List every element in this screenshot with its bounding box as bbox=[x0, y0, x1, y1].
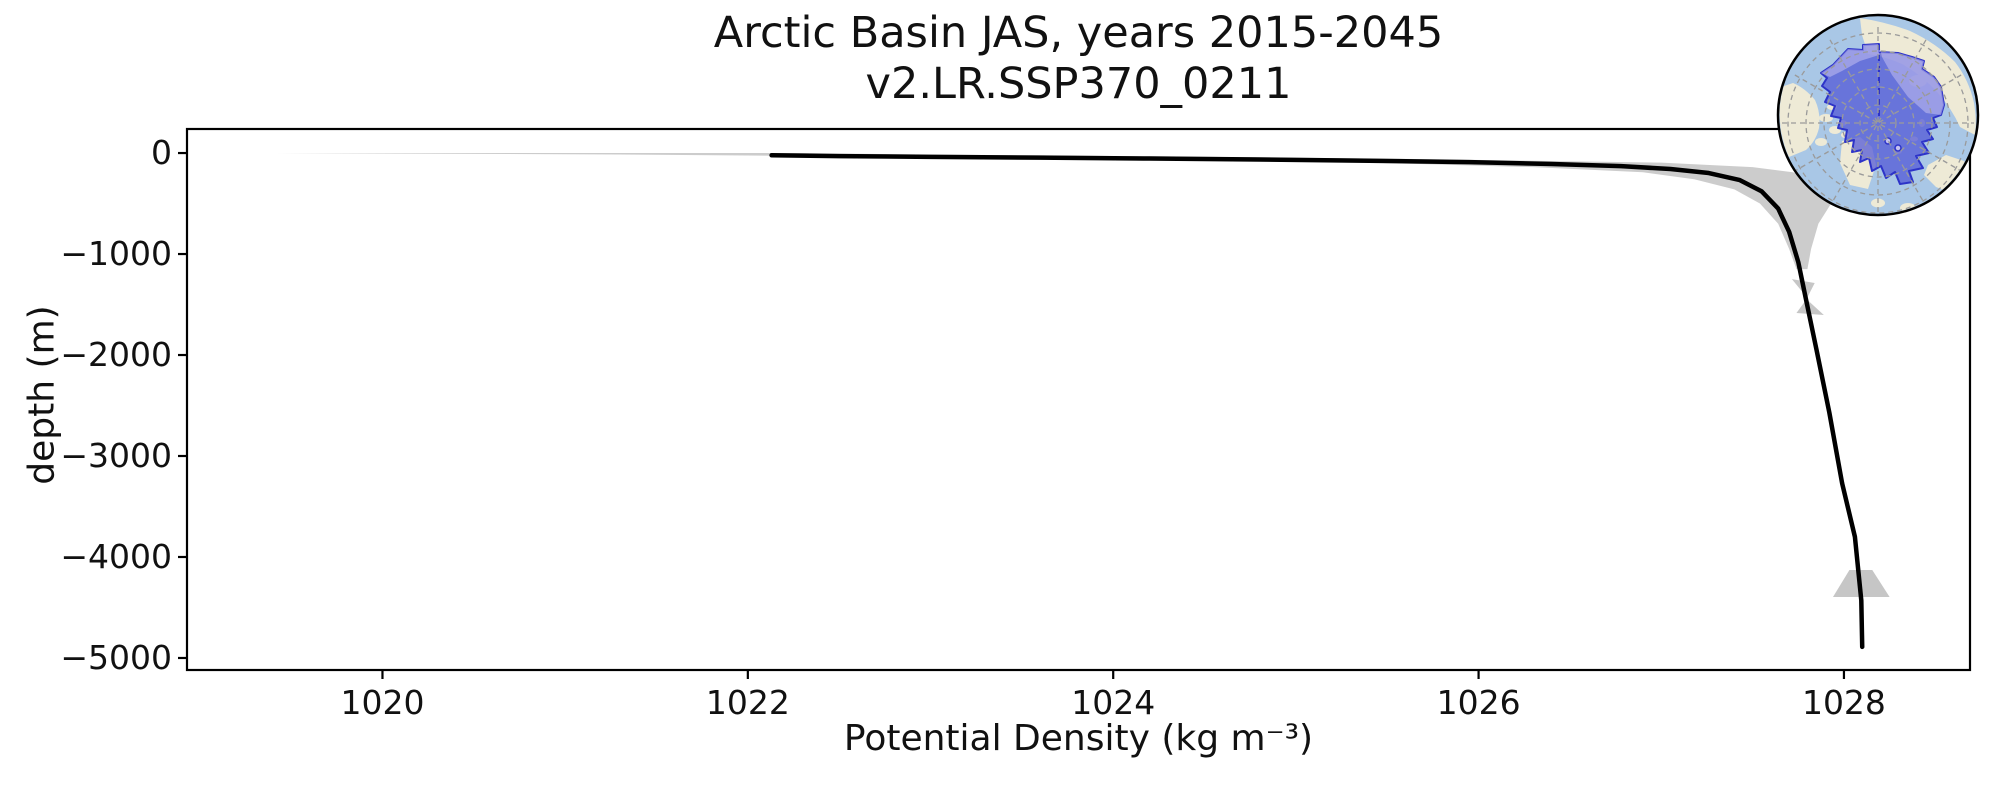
inset-graticule bbox=[1782, 27, 1974, 214]
density-profile-line bbox=[769, 153, 1865, 650]
envelope-band bbox=[276, 153, 1832, 270]
x-tick-label: 1026 bbox=[1436, 683, 1521, 722]
range-markers bbox=[1791, 279, 1890, 597]
x-axis-label: Potential Density (kg m⁻³) bbox=[843, 718, 1314, 759]
x-tick-label: 1022 bbox=[705, 683, 790, 722]
x-tick-label: 1028 bbox=[1801, 683, 1886, 722]
y-tick-label: 0 bbox=[151, 133, 172, 173]
inset-globe-outline bbox=[1776, 13, 1980, 217]
y-tick-label: −3000 bbox=[60, 436, 172, 475]
chart-title-line1: Arctic Basin JAS, years 2015-2045 bbox=[713, 8, 1444, 58]
y-tick-label: −2000 bbox=[60, 335, 172, 374]
arctic-region-inset-map bbox=[1776, 13, 1980, 217]
chart-title-line2: v2.LR.SSP370_0211 bbox=[865, 58, 1292, 109]
y-tick-label: −5000 bbox=[60, 637, 172, 677]
axes-frame bbox=[178, 127, 1972, 679]
x-tick-label: 1024 bbox=[1071, 683, 1156, 722]
chart-title: Arctic Basin JAS, years 2015-2045 v2.LR.… bbox=[187, 8, 1970, 109]
y-tick-label: −4000 bbox=[60, 536, 172, 576]
y-tick-label: −1000 bbox=[60, 234, 172, 274]
x-tick-label: 1020 bbox=[340, 683, 425, 722]
